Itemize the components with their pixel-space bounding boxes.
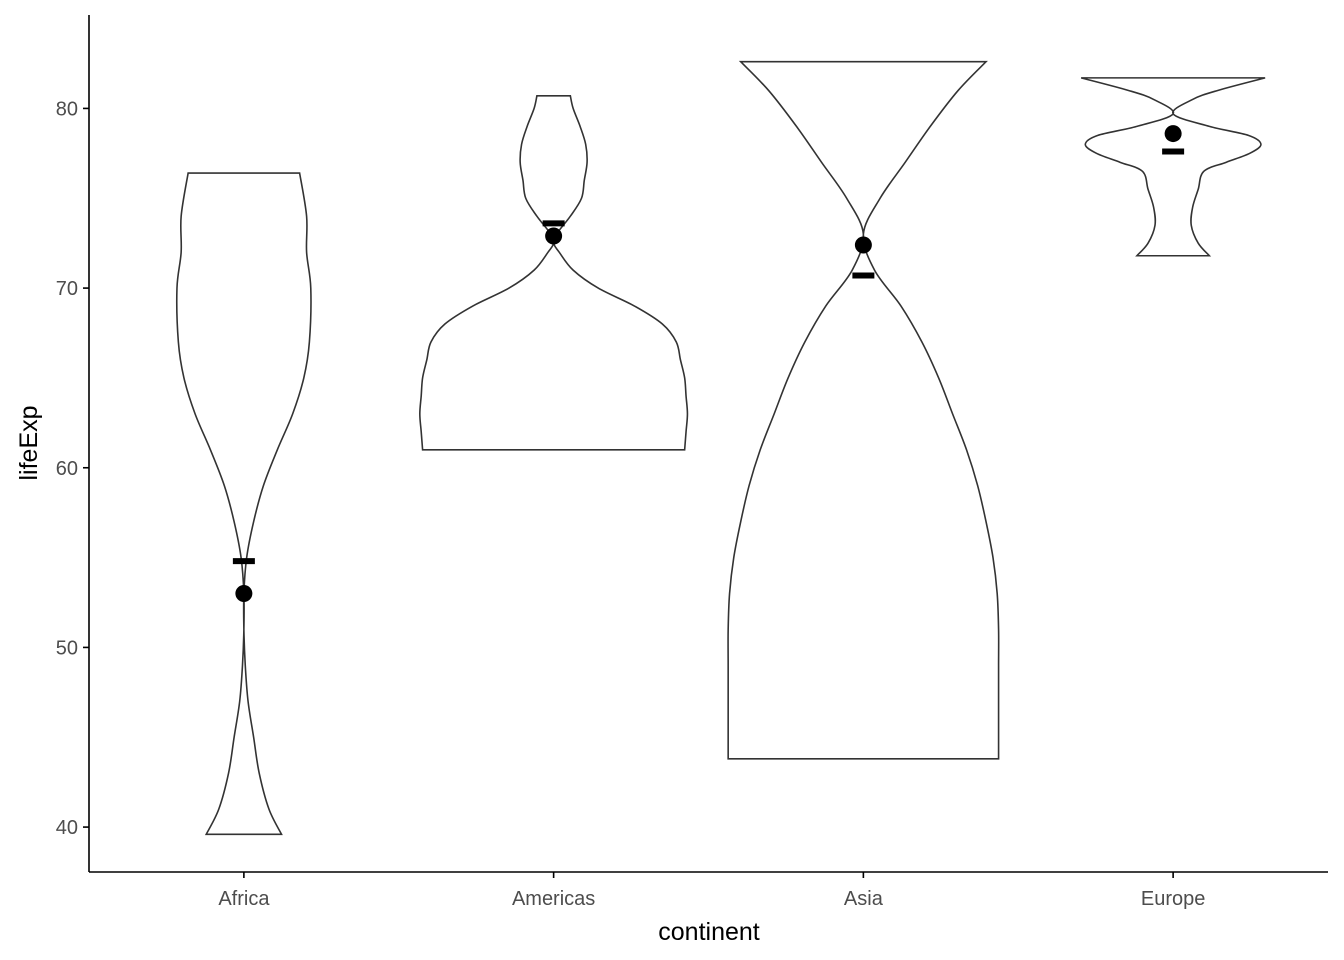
mean-point-europe: [1164, 125, 1182, 143]
violin-africa: [176, 172, 312, 836]
violin-americas: [419, 95, 689, 451]
y-tick-label: 40: [56, 817, 78, 839]
axes-layer: [88, 15, 1328, 873]
mean-point-americas: [545, 227, 563, 245]
y-axis-title: lifeExp: [15, 405, 43, 480]
y-tick-label: 80: [56, 98, 78, 120]
violin-europe: [1080, 77, 1266, 257]
medians-layer: [232, 148, 1185, 565]
x-ticks: Africa Americas Asia Europe: [218, 872, 1205, 910]
x-tick-label: Africa: [218, 888, 270, 910]
means-layer: [235, 125, 1182, 603]
mean-point-asia: [854, 236, 872, 254]
y-tick-label: 50: [56, 637, 78, 659]
x-tick-label: Americas: [512, 888, 595, 910]
x-tick-label: Europe: [1141, 888, 1206, 910]
y-ticks: 40 50 60 70 80: [56, 98, 89, 839]
y-tick-label: 60: [56, 458, 78, 480]
violins-layer: [176, 60, 1266, 836]
x-axis-title: continent: [658, 918, 760, 946]
y-tick-label: 70: [56, 278, 78, 300]
x-tick-label: Asia: [844, 888, 884, 910]
mean-point-africa: [235, 585, 253, 603]
violin-asia: [727, 60, 1000, 760]
